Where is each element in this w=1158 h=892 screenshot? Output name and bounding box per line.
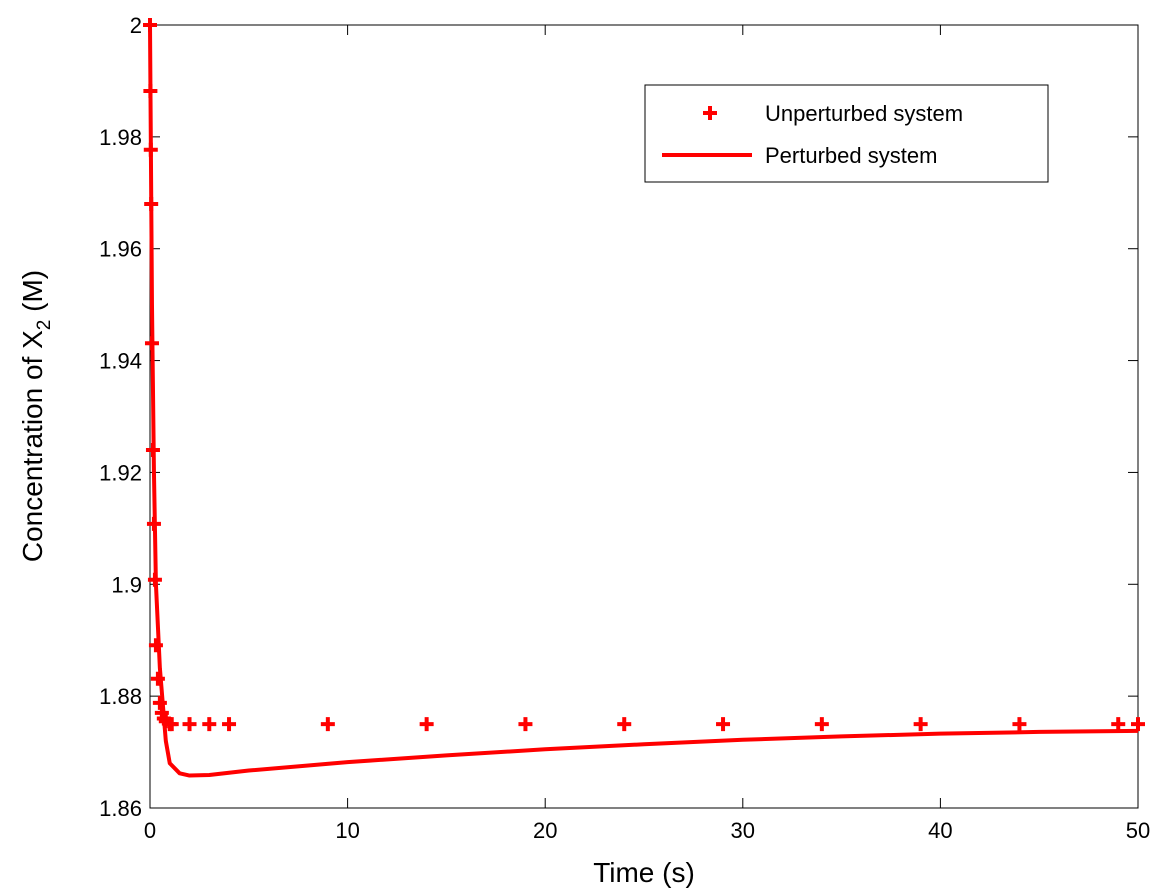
y-tick-label: 1.96 <box>99 237 142 262</box>
marker <box>617 717 632 732</box>
y-tick-label: 1.98 <box>99 125 142 150</box>
marker <box>182 717 197 732</box>
y-tick-label: 1.94 <box>99 349 142 374</box>
legend-label: Unperturbed system <box>765 101 963 126</box>
y-tick-label: 1.86 <box>99 796 142 821</box>
y-tick-label: 1.9 <box>111 572 142 597</box>
x-tick-label: 50 <box>1126 818 1150 843</box>
legend-label: Perturbed system <box>765 143 937 168</box>
line <box>148 24 1139 778</box>
x-tick-label: 30 <box>731 818 755 843</box>
marker <box>1012 717 1027 732</box>
marker <box>164 717 179 732</box>
y-label-sub: 2 <box>34 320 55 331</box>
y-axis-label: Concentration of X2 (M) <box>17 270 55 562</box>
x-tick-label: 0 <box>144 818 156 843</box>
y-tick-label: 2 <box>130 13 142 38</box>
marker <box>1111 717 1126 732</box>
y-tick-label: 1.88 <box>99 684 142 709</box>
marker <box>222 717 237 732</box>
marker <box>518 717 533 732</box>
marker <box>1131 717 1145 732</box>
y-tick-label: 1.92 <box>99 460 142 485</box>
marker <box>419 717 434 732</box>
x-tick-label: 40 <box>928 818 952 843</box>
x-tick-label: 10 <box>335 818 359 843</box>
x-tick-label: 20 <box>533 818 557 843</box>
legend-box <box>644 84 1049 183</box>
marker <box>202 717 217 732</box>
x-axis-label: Time (s) <box>593 857 695 888</box>
marker <box>913 717 928 732</box>
y-label-suffix: (M) <box>17 270 48 320</box>
marker <box>814 717 829 732</box>
marker <box>716 717 731 732</box>
legend-marker <box>703 106 717 120</box>
marker <box>320 717 335 732</box>
y-label-text: Concentration of X <box>17 330 48 562</box>
